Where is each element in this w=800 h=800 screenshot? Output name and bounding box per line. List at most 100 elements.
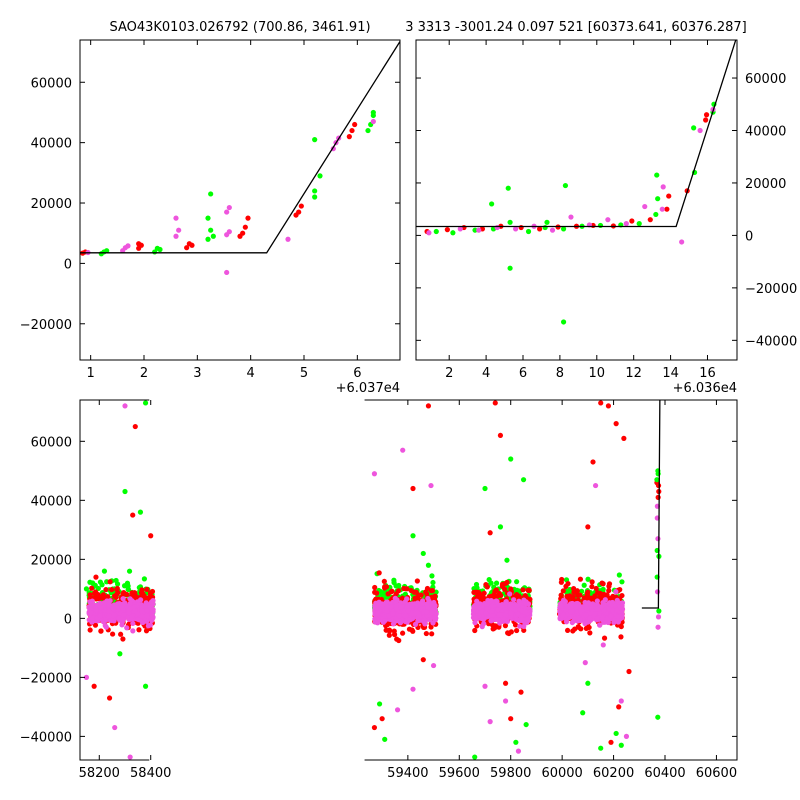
data-point-magenta xyxy=(173,215,179,221)
plot-area xyxy=(83,400,662,760)
season-point-magenta xyxy=(119,622,125,628)
x-tick-label: 6 xyxy=(353,366,361,381)
data-point-magenta xyxy=(502,698,509,704)
season-point-magenta xyxy=(398,604,404,610)
x-offset-label: +6.036e4 xyxy=(673,381,737,396)
data-point-red xyxy=(130,512,136,518)
x-tick-label: 60200 xyxy=(593,766,634,781)
season-point-red xyxy=(424,591,430,597)
season-point-magenta xyxy=(144,613,150,619)
data-point-red xyxy=(410,485,416,492)
data-point-magenta xyxy=(655,624,661,630)
season-point-magenta xyxy=(149,612,155,618)
data-point-red xyxy=(487,530,493,536)
y-tick-label: 60000 xyxy=(31,76,72,91)
data-point-magenta xyxy=(226,204,232,211)
season-point-red xyxy=(525,587,531,593)
season-point-magenta xyxy=(419,601,425,607)
model-line xyxy=(416,40,737,228)
data-point-magenta xyxy=(623,733,630,739)
data-point-green xyxy=(655,196,661,202)
season-point-magenta xyxy=(602,597,608,603)
season-point-magenta xyxy=(403,613,409,619)
data-point-magenta xyxy=(400,447,406,453)
y-tick-label: −20000 xyxy=(20,671,72,686)
season-point-red xyxy=(578,626,584,632)
data-point-magenta xyxy=(476,227,482,233)
season-point-magenta xyxy=(558,603,564,609)
season-point-red xyxy=(111,593,118,599)
season-point-red xyxy=(412,595,418,601)
x-tick-label: 60000 xyxy=(541,766,582,781)
season-point-magenta xyxy=(98,604,104,611)
data-point-magenta xyxy=(226,229,232,235)
data-point-red xyxy=(420,657,426,663)
season-point-magenta xyxy=(390,610,396,617)
data-point-red xyxy=(605,403,612,409)
season-point-red xyxy=(136,627,142,633)
data-point-red xyxy=(502,680,509,686)
season-point-red xyxy=(93,574,99,580)
season-point-magenta xyxy=(522,609,528,615)
data-point-red xyxy=(298,203,304,209)
season-point-red xyxy=(618,634,624,640)
season-point-red xyxy=(484,584,490,590)
season-point-magenta xyxy=(508,610,514,616)
x-tick-label: 8 xyxy=(556,366,564,381)
data-point-magenta xyxy=(623,221,629,227)
season-point-green xyxy=(391,577,397,583)
season-point-magenta xyxy=(564,603,570,609)
season-point-magenta xyxy=(519,616,525,623)
season-point-magenta xyxy=(525,601,532,607)
season-point-magenta xyxy=(618,613,624,619)
data-point-magenta xyxy=(224,209,230,215)
data-point-magenta xyxy=(122,403,128,409)
season-point-magenta xyxy=(129,614,135,620)
season-point-magenta xyxy=(139,608,145,614)
season-point-red xyxy=(574,588,580,594)
data-point-red xyxy=(518,689,524,695)
season-point-magenta xyxy=(504,618,511,624)
season-point-magenta xyxy=(383,608,390,614)
season-point-red xyxy=(495,593,501,599)
y-tick-label: 20000 xyxy=(745,177,786,192)
data-point-green xyxy=(472,227,478,233)
season-point-magenta xyxy=(594,598,600,604)
x-tick-label: 4 xyxy=(482,366,490,381)
season-point-red xyxy=(114,585,120,592)
data-point-green xyxy=(544,219,550,225)
y-tick-label: 40000 xyxy=(31,137,72,152)
data-point-magenta xyxy=(428,482,434,489)
season-point-red xyxy=(593,585,599,592)
data-point-red xyxy=(608,739,614,745)
y-tick-label: −20000 xyxy=(20,318,72,333)
season-point-magenta xyxy=(511,597,517,603)
season-point-magenta xyxy=(583,619,590,625)
data-point-magenta xyxy=(654,589,661,595)
season-point-red xyxy=(414,578,420,584)
data-point-green xyxy=(520,477,527,483)
season-point-red xyxy=(124,591,130,598)
data-point-red xyxy=(598,400,604,406)
season-point-magenta xyxy=(521,623,527,630)
season-point-magenta xyxy=(525,616,531,622)
data-point-magenta xyxy=(410,686,416,692)
season-point-magenta xyxy=(372,619,379,625)
season-point-magenta xyxy=(97,613,103,619)
season-point-magenta xyxy=(382,618,388,624)
season-point-magenta xyxy=(402,599,408,605)
season-point-green xyxy=(429,573,435,579)
data-point-magenta xyxy=(482,683,488,689)
data-point-magenta xyxy=(112,724,118,731)
season-point-green xyxy=(585,576,591,582)
season-point-red xyxy=(408,587,414,594)
season-point-magenta xyxy=(602,619,608,625)
season-point-magenta xyxy=(126,606,133,612)
data-point-green xyxy=(154,245,160,251)
season-point-magenta xyxy=(512,607,519,613)
season-point-red xyxy=(393,591,399,597)
season-point-magenta xyxy=(577,617,583,624)
season-point-magenta xyxy=(495,607,501,613)
season-point-green xyxy=(126,568,133,574)
